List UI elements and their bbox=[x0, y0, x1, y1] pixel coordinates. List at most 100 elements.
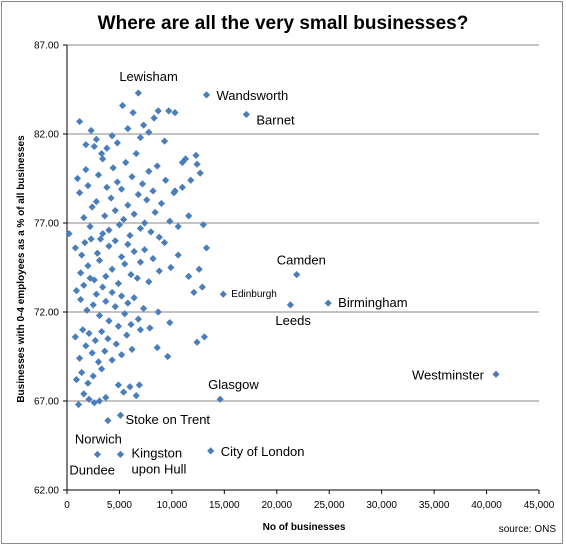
data-point bbox=[105, 226, 113, 234]
data-point bbox=[71, 333, 79, 341]
data-point bbox=[185, 212, 193, 220]
data-point bbox=[133, 274, 141, 282]
labeled-data-point bbox=[207, 447, 215, 455]
data-point bbox=[145, 167, 153, 175]
data-point bbox=[123, 331, 131, 339]
data-point bbox=[128, 345, 136, 353]
data-point bbox=[121, 310, 129, 318]
labeled-data-point bbox=[116, 450, 125, 458]
data-point bbox=[122, 158, 130, 167]
labeled-data-point bbox=[286, 301, 295, 309]
data-point bbox=[92, 198, 100, 206]
data-point bbox=[98, 149, 106, 158]
data-point bbox=[202, 244, 211, 252]
data-point bbox=[102, 393, 110, 402]
data-point bbox=[108, 288, 116, 297]
point-label: Dundee bbox=[69, 462, 115, 477]
data-point bbox=[136, 133, 145, 142]
data-point bbox=[130, 210, 138, 218]
data-point bbox=[72, 287, 81, 295]
data-point bbox=[187, 176, 195, 184]
data-point bbox=[160, 238, 169, 247]
data-point bbox=[181, 155, 190, 163]
data-point bbox=[99, 230, 107, 238]
data-point bbox=[121, 260, 129, 268]
data-point bbox=[87, 126, 95, 135]
labeled-data-point bbox=[492, 370, 500, 378]
data-point bbox=[145, 128, 153, 136]
data-point bbox=[94, 171, 103, 179]
data-point bbox=[118, 101, 127, 110]
data-point bbox=[77, 269, 85, 277]
data-point bbox=[167, 263, 175, 272]
data-point bbox=[79, 326, 87, 334]
data-point bbox=[134, 190, 142, 199]
data-point bbox=[199, 221, 207, 229]
data-point bbox=[94, 358, 103, 366]
point-label: Kingston upon Hull bbox=[131, 445, 186, 476]
y-tick-label: 72.00 bbox=[34, 308, 59, 319]
data-point bbox=[86, 274, 94, 282]
data-point bbox=[117, 351, 126, 359]
data-point bbox=[111, 206, 119, 215]
data-point bbox=[155, 233, 163, 241]
data-point bbox=[90, 142, 98, 151]
data-point bbox=[127, 320, 135, 329]
data-point bbox=[71, 244, 79, 252]
data-point bbox=[149, 255, 157, 263]
data-point bbox=[166, 319, 174, 327]
data-point bbox=[171, 109, 179, 117]
data-point bbox=[160, 137, 169, 145]
data-point bbox=[104, 335, 112, 343]
data-point bbox=[103, 183, 111, 191]
data-point bbox=[136, 258, 145, 266]
x-tick-label: 40,000 bbox=[471, 500, 502, 511]
data-point bbox=[114, 279, 122, 288]
data-point bbox=[84, 379, 92, 387]
point-labels: Lewisham Wandsworth Barnet Camden Edinburgh L… bbox=[69, 69, 484, 477]
data-point bbox=[96, 235, 105, 243]
data-point bbox=[151, 208, 159, 216]
x-tick-label: 45,000 bbox=[524, 500, 555, 511]
data-point bbox=[113, 178, 121, 186]
point-label: Stoke on Trent bbox=[125, 412, 210, 427]
data-point bbox=[98, 327, 106, 336]
data-point bbox=[135, 381, 143, 389]
data-point bbox=[117, 253, 126, 261]
data-point bbox=[114, 322, 122, 330]
labeled-data-point bbox=[104, 416, 112, 425]
data-point bbox=[93, 249, 102, 257]
data-point bbox=[91, 336, 99, 345]
data-point bbox=[77, 295, 85, 304]
data-point bbox=[155, 267, 163, 275]
data-point bbox=[82, 141, 90, 149]
data-point bbox=[88, 349, 96, 357]
source-note: source: ONS bbox=[499, 524, 557, 535]
y-tick-label: 62.00 bbox=[34, 486, 59, 497]
point-label: Edinburgh bbox=[231, 289, 277, 300]
data-point bbox=[74, 400, 83, 409]
x-axis-ticks: 0 5,000 10,000 15,000 20,000 25,000 30,000 35,0… bbox=[64, 490, 555, 511]
data-point bbox=[127, 271, 135, 279]
data-point bbox=[81, 238, 89, 247]
data-point bbox=[95, 397, 104, 405]
data-point bbox=[149, 187, 157, 195]
point-label: Glasgow bbox=[208, 377, 259, 392]
data-point bbox=[87, 235, 95, 243]
data-point bbox=[113, 139, 121, 147]
data-point bbox=[80, 390, 88, 398]
data-point bbox=[89, 301, 97, 309]
y-tick-label: 82.00 bbox=[34, 130, 59, 141]
data-point bbox=[105, 242, 113, 250]
data-point bbox=[185, 272, 193, 280]
data-point bbox=[105, 317, 113, 325]
data-point bbox=[154, 308, 162, 316]
data-points bbox=[65, 89, 500, 458]
labeled-data-point bbox=[324, 299, 332, 307]
x-tick-label: 25,000 bbox=[314, 500, 345, 511]
x-tick-label: 0 bbox=[64, 500, 70, 511]
data-point bbox=[85, 395, 93, 403]
data-point bbox=[82, 342, 90, 350]
point-label: Birmingham bbox=[338, 295, 407, 310]
